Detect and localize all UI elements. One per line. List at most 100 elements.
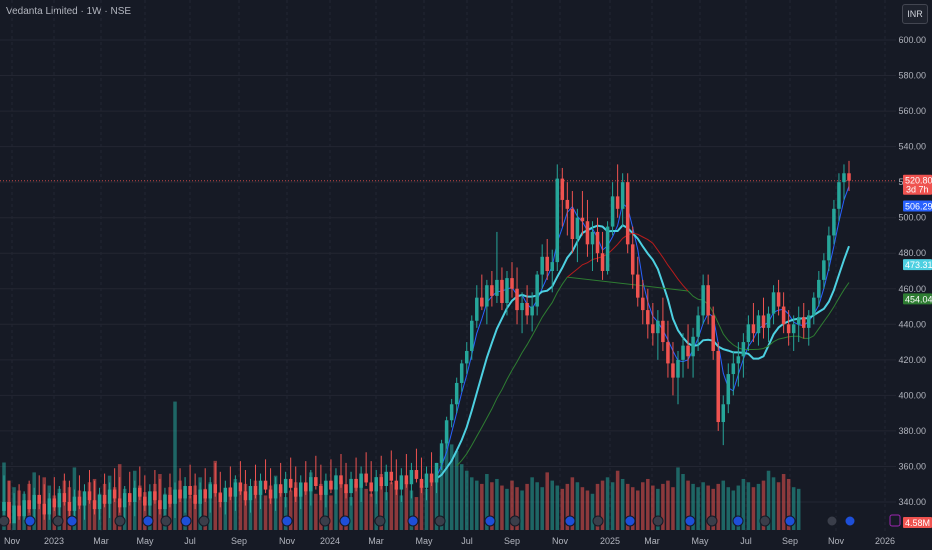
candle-body <box>485 285 489 307</box>
candle-body <box>615 196 620 209</box>
volume-bar <box>540 487 544 530</box>
candle-body <box>42 503 46 515</box>
candle-body <box>646 310 650 325</box>
candle-body <box>158 500 162 510</box>
candle-body <box>746 324 751 343</box>
x-tick-label: Sep <box>231 536 247 546</box>
candle-body <box>781 306 786 325</box>
volume-bar <box>490 482 494 530</box>
candle-body <box>424 473 429 488</box>
candle-body <box>716 350 720 423</box>
y-tick-label: 580.00 <box>898 71 926 81</box>
volume-bar <box>258 488 263 530</box>
candle-body <box>394 480 399 490</box>
volume-bar <box>153 483 157 530</box>
volume-bar <box>178 480 182 530</box>
volume-bar <box>535 482 539 530</box>
candle-body <box>600 253 605 271</box>
volume-bar <box>475 480 479 530</box>
candle-body <box>510 278 514 289</box>
volume-bar <box>138 485 142 530</box>
volume-bar <box>560 488 565 530</box>
candle-body <box>761 315 766 328</box>
volume-bar <box>570 477 575 530</box>
candle-body <box>178 489 182 499</box>
candle-body <box>595 231 600 254</box>
candles <box>2 160 851 524</box>
candle-body <box>842 173 846 183</box>
dividend-marker-icon <box>564 515 576 527</box>
candle-body <box>505 278 509 303</box>
x-tick-label: 2024 <box>320 536 340 546</box>
candle-body <box>133 487 137 502</box>
candle-body <box>314 477 318 487</box>
volume-bar <box>711 488 715 530</box>
dividend-marker-icon <box>66 515 78 527</box>
volume-bar <box>459 464 464 530</box>
candle-body <box>37 494 41 504</box>
candle-body <box>641 297 645 311</box>
candle-body <box>263 480 268 490</box>
volume-bar <box>470 477 474 530</box>
earnings-marker-icon <box>198 515 210 527</box>
volume-bar <box>656 488 660 530</box>
y-tick-label: 600.00 <box>898 35 926 45</box>
candle-body <box>656 320 660 334</box>
volume-bar <box>525 483 529 530</box>
candle-body <box>550 262 555 271</box>
candle-body <box>480 297 484 307</box>
candle-body <box>490 285 494 296</box>
candle-body <box>449 404 454 421</box>
volume-bar <box>37 497 41 530</box>
candle-body <box>359 473 363 488</box>
candle-body <box>414 470 419 479</box>
candle-body <box>771 292 776 314</box>
candle-body <box>273 484 278 499</box>
candle-body <box>122 493 127 508</box>
candle-body <box>590 231 595 245</box>
volume-bar <box>590 493 595 530</box>
candle-body <box>837 182 841 209</box>
volume-bar <box>449 444 454 530</box>
candle-body <box>801 317 806 328</box>
currency-button[interactable]: INR <box>902 4 928 24</box>
candle-body <box>339 475 343 485</box>
dividend-marker-icon <box>24 515 36 527</box>
volume-bar <box>500 485 504 530</box>
x-tick-label: Jul <box>184 536 196 546</box>
volume-bar <box>464 470 469 530</box>
dividend-marker-icon <box>684 515 696 527</box>
volume-bar <box>439 455 444 530</box>
volume-bar <box>228 487 233 530</box>
candle-body <box>127 493 132 502</box>
candle-body <box>610 196 615 227</box>
volume-bar <box>671 487 675 530</box>
candle-body <box>143 496 147 506</box>
candle-body <box>293 487 298 497</box>
volume-bar <box>620 478 625 530</box>
dividend-marker-icon <box>180 515 192 527</box>
y-axis: 600.00580.00560.00540.00520.00500.00480.… <box>898 35 926 507</box>
volume-bar <box>364 488 368 530</box>
candle-body <box>676 359 680 378</box>
volume-bar <box>761 480 766 530</box>
candle-body <box>500 279 504 303</box>
volume-bar <box>334 487 338 530</box>
dividend-marker-icon <box>624 515 636 527</box>
price-label-value: 520.80 <box>905 176 932 186</box>
price-label-bg <box>903 174 932 195</box>
candle-body <box>238 482 243 492</box>
candle-body <box>47 498 52 515</box>
volume-bar <box>555 485 560 530</box>
earnings-marker-icon <box>706 515 718 527</box>
volume-bar <box>314 493 318 530</box>
y-tick-label: 340.00 <box>898 497 926 507</box>
volume-bar <box>741 478 746 530</box>
candle-body <box>32 494 36 510</box>
volume-bar <box>389 482 394 530</box>
candle-body <box>228 487 233 497</box>
candle-body <box>248 486 253 501</box>
earnings-marker-icon <box>592 515 604 527</box>
candle-body <box>625 182 630 245</box>
